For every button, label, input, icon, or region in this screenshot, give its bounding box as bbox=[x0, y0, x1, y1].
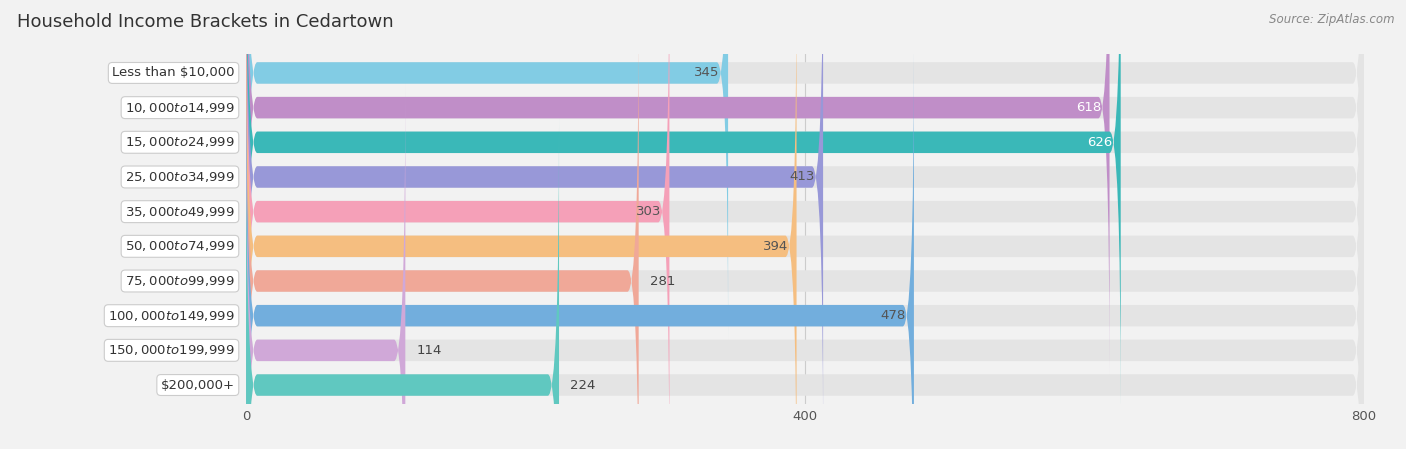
FancyBboxPatch shape bbox=[246, 0, 1109, 374]
FancyBboxPatch shape bbox=[246, 0, 1364, 449]
FancyBboxPatch shape bbox=[246, 49, 914, 449]
Text: 345: 345 bbox=[695, 66, 720, 79]
Text: 224: 224 bbox=[571, 379, 596, 392]
FancyBboxPatch shape bbox=[246, 0, 1364, 409]
FancyBboxPatch shape bbox=[246, 0, 669, 449]
FancyBboxPatch shape bbox=[246, 0, 1364, 444]
FancyBboxPatch shape bbox=[246, 84, 405, 449]
Text: $75,000 to $99,999: $75,000 to $99,999 bbox=[125, 274, 235, 288]
FancyBboxPatch shape bbox=[246, 0, 1364, 339]
Text: 281: 281 bbox=[650, 274, 675, 287]
FancyBboxPatch shape bbox=[246, 84, 1364, 449]
Text: Household Income Brackets in Cedartown: Household Income Brackets in Cedartown bbox=[17, 13, 394, 31]
Text: $15,000 to $24,999: $15,000 to $24,999 bbox=[125, 135, 235, 150]
FancyBboxPatch shape bbox=[246, 0, 823, 444]
Text: 394: 394 bbox=[763, 240, 789, 253]
Text: Less than $10,000: Less than $10,000 bbox=[112, 66, 235, 79]
Text: $50,000 to $74,999: $50,000 to $74,999 bbox=[125, 239, 235, 253]
FancyBboxPatch shape bbox=[246, 119, 1364, 449]
FancyBboxPatch shape bbox=[246, 0, 797, 449]
Text: 114: 114 bbox=[416, 344, 441, 357]
FancyBboxPatch shape bbox=[246, 14, 638, 449]
FancyBboxPatch shape bbox=[246, 49, 1364, 449]
Text: $10,000 to $14,999: $10,000 to $14,999 bbox=[125, 101, 235, 114]
Text: $25,000 to $34,999: $25,000 to $34,999 bbox=[125, 170, 235, 184]
Text: 626: 626 bbox=[1087, 136, 1112, 149]
Text: 478: 478 bbox=[880, 309, 905, 322]
Text: 303: 303 bbox=[636, 205, 661, 218]
Text: $100,000 to $149,999: $100,000 to $149,999 bbox=[108, 308, 235, 323]
FancyBboxPatch shape bbox=[246, 119, 560, 449]
Text: Source: ZipAtlas.com: Source: ZipAtlas.com bbox=[1270, 13, 1395, 26]
FancyBboxPatch shape bbox=[246, 0, 1121, 409]
Text: 413: 413 bbox=[789, 171, 814, 184]
Text: 618: 618 bbox=[1076, 101, 1101, 114]
FancyBboxPatch shape bbox=[246, 0, 728, 339]
Text: $35,000 to $49,999: $35,000 to $49,999 bbox=[125, 205, 235, 219]
FancyBboxPatch shape bbox=[246, 0, 1364, 449]
Text: $150,000 to $199,999: $150,000 to $199,999 bbox=[108, 343, 235, 357]
FancyBboxPatch shape bbox=[246, 14, 1364, 449]
FancyBboxPatch shape bbox=[246, 0, 1364, 374]
Text: $200,000+: $200,000+ bbox=[160, 379, 235, 392]
